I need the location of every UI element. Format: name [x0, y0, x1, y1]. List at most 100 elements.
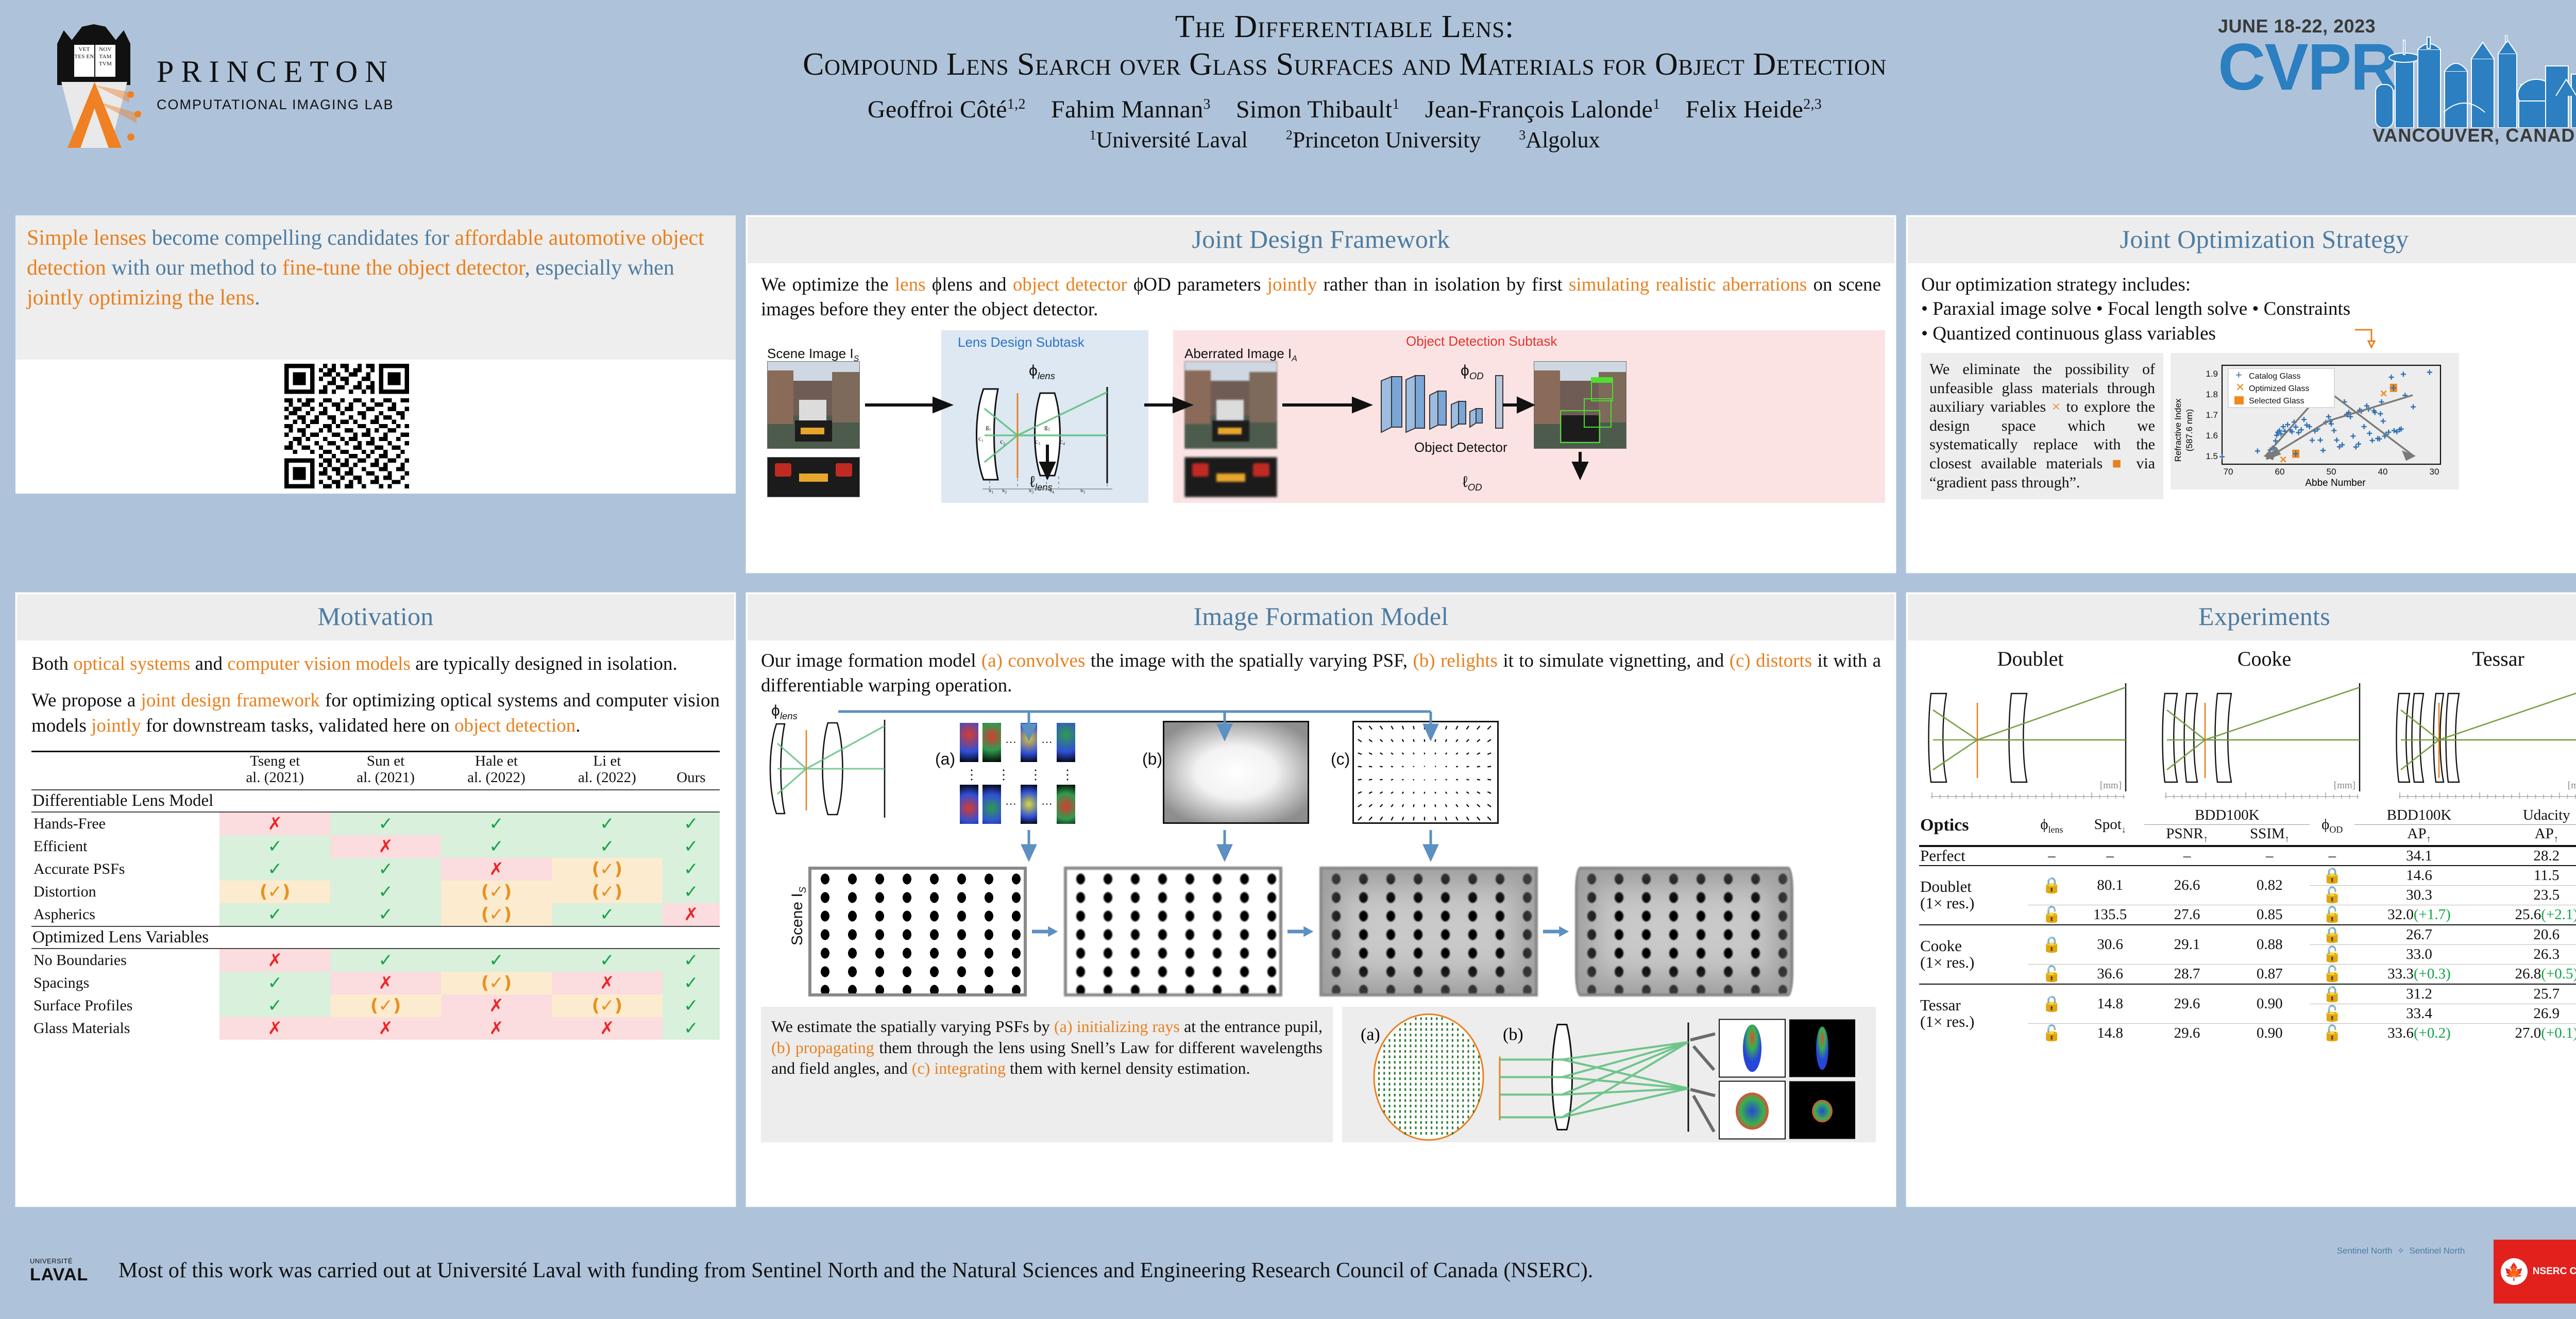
- cmp-cell: ✓: [219, 858, 331, 881]
- cmp-cell: (✓): [441, 972, 552, 995]
- cmp-cell: ✗: [441, 1017, 552, 1040]
- cmp-cell: ✗: [219, 1017, 331, 1040]
- res-bdd-ap: 33.6(+0.2): [2387, 1024, 2451, 1041]
- cvpr-name: CVPR: [2218, 30, 2398, 104]
- phi-lens-label: ϕlens: [1029, 362, 1055, 382]
- cmp-cell: ✗: [219, 811, 331, 836]
- scene-strip-label: Scene IS: [789, 887, 808, 946]
- princeton-shield-icon: VET TES EN NOV TAM TVM: [49, 24, 141, 148]
- princeton-name: PRINCETON: [157, 55, 395, 89]
- svg-text:g₂: g₂: [1044, 423, 1050, 431]
- cmp-col-3: Hale et al. (2022): [441, 751, 552, 790]
- res-row-label: Cooke (1× res.): [1920, 936, 1975, 972]
- svg-text:c₁: c₁: [978, 434, 984, 442]
- res-od-lock: 🔒: [2323, 867, 2342, 884]
- lens-layout-tessar: Tessar [mm]: [2387, 647, 2576, 803]
- lens-name: Doublet: [1997, 647, 2064, 670]
- cmp-cell: ✗: [441, 858, 552, 881]
- unit-label: [mm]: [2100, 780, 2122, 791]
- svg-text:+: +: [2235, 368, 2242, 381]
- legend-selected: Selected Glass: [2249, 397, 2304, 405]
- res-lens-lock: –: [2048, 847, 2056, 864]
- experiments-panel: Experiments Doublet [mm] Cooke [mm] Tessar [m…: [1906, 593, 2576, 1207]
- unit-label: [mm]: [2568, 780, 2576, 791]
- cvpr-city: VANCOUVER, CANADA: [2372, 125, 2576, 146]
- image-formation-text: Our image formation model (a) convolves …: [761, 650, 1882, 697]
- res-hdr-bdd-group: BDD100K: [2144, 806, 2310, 825]
- lens-raytrace-svg: [mm]: [2396, 692, 2576, 799]
- res-od-lock: 🔓: [2323, 886, 2342, 904]
- cmp-cell: ✗: [441, 994, 552, 1018]
- joint-design-title: Joint Design Framework: [1192, 225, 1450, 253]
- cmp-row-label: Distortion: [33, 883, 96, 901]
- res-bdd-ap: 30.3: [2406, 886, 2432, 903]
- joint-optimization-header: Joint Optimization Strategy: [1908, 217, 2576, 263]
- cmp-cell: ✓: [441, 835, 552, 858]
- summary-text: Simple lenses become compelling candidat…: [27, 226, 704, 310]
- affiliation-2: 2Princeton University: [1285, 127, 1481, 153]
- distortion-field: [1352, 721, 1499, 824]
- res-uda-ap: 28.2: [2533, 847, 2560, 864]
- simulation-strip: Scene IS: [779, 862, 1867, 1001]
- od-subtask-label: Object Detection Subtask: [1406, 333, 1557, 349]
- svg-text:1.5: 1.5: [2206, 451, 2218, 461]
- res-psnr: 29.6: [2174, 1024, 2200, 1041]
- cmp-row-label: Aspherics: [33, 906, 95, 923]
- svg-text:s₃: s₃: [1029, 486, 1034, 494]
- svg-text:✕: ✕: [2235, 381, 2245, 394]
- res-bdd-ap: 33.0: [2406, 945, 2432, 962]
- joint-design-text: We optimize the lens ϕlens and object de…: [761, 274, 1881, 320]
- princeton-lab-name: COMPUTATIONAL IMAGING LAB: [157, 97, 394, 112]
- lens-subtask-label: Lens Design Subtask: [958, 334, 1084, 350]
- pipeline-diagram: Scene Image IS Lens Design Subtask Objec…: [761, 330, 1885, 503]
- cvpr-date: JUNE 18-22, 2023: [2218, 15, 2376, 37]
- res-row-label: Tessar (1× res.): [1920, 995, 1975, 1031]
- cmp-cell: ✓: [219, 903, 331, 927]
- image-formation-diagram: ϕlens (a) ··· ··· ⋮ ⋮ ⋮ ⋮: [761, 702, 1881, 1004]
- ifm-lens-icon: [769, 720, 886, 818]
- res-od-lock: 🔓: [2323, 965, 2342, 983]
- res-hdr-spot: Spot↓: [2094, 816, 2126, 835]
- glass-map-chart: Refractive Index (587.6 nm) Abbe Number …: [2171, 353, 2459, 490]
- vignetting-map: [1163, 721, 1309, 824]
- svg-text:1.7: 1.7: [2206, 410, 2218, 420]
- cmp-row-label: Efficient: [33, 838, 88, 855]
- res-hdr-ssim: SSIM↑: [2249, 825, 2290, 844]
- scene-image-label: Scene Image IS: [767, 346, 859, 364]
- res-hdr-bdd-ap: AP↑: [2407, 825, 2431, 844]
- table-row: 🔓 36.6 28.7 0.87 🔓 33.3(+0.3) 26.8(+0.5): [1919, 964, 2576, 984]
- cmp-row-label: Accurate PSFs: [33, 860, 125, 878]
- cmp-cell: (✓): [219, 881, 331, 904]
- svg-text:(587.6 nm): (587.6 nm): [2184, 409, 2194, 451]
- cmp-col-5: Ours: [662, 751, 720, 790]
- sim-image-2: [1319, 867, 1538, 997]
- joint-design-body: We optimize the lens ϕlens and object de…: [748, 263, 1894, 507]
- qr-code-icon[interactable]: [284, 364, 409, 488]
- vancouver-skyline-icon: [2375, 35, 2576, 128]
- table-row: Aspherics ✓ ✓ (✓) ✓ ✗: [31, 903, 720, 927]
- lens-raytrace-svg: [mm]: [1928, 683, 2127, 799]
- cmp-cell: (✓): [551, 881, 663, 904]
- cmp-cell: ✓: [219, 994, 331, 1018]
- cmp-cell: ✓: [441, 948, 552, 972]
- res-ssim: 0.82: [2256, 876, 2283, 893]
- table-row: Spacings ✓ ✗ (✓) ✗ ✓: [31, 972, 720, 995]
- cmp-cell: ✓: [330, 903, 442, 927]
- sim-arrow-1: [1032, 926, 1058, 937]
- res-row-label: Doublet (1× res.): [1920, 877, 1975, 912]
- cmp-cell: ✓: [441, 811, 552, 836]
- loss-od-label: ℓOD: [1463, 474, 1482, 493]
- res-hdr-psnr: PSNR↑: [2166, 825, 2208, 844]
- res-bdd-ap: 34.1: [2406, 847, 2432, 864]
- res-hdr-phiod: ϕOD: [2321, 816, 2343, 835]
- cmp-cell: ✓: [330, 881, 442, 904]
- cmp-cell: ✓: [662, 1017, 720, 1040]
- res-ssim: 0.85: [2256, 906, 2283, 923]
- lens-name: Cooke: [2237, 647, 2292, 670]
- cmp-cell: ✗: [551, 1017, 663, 1040]
- res-spot: 14.8: [2097, 995, 2124, 1012]
- table-row: Tessar (1× res.) 🔒 14.8 29.6 0.90 🔒 31.2 25.7: [1919, 984, 2576, 1030]
- chart-ylabel: Refractive Index: [2173, 398, 2183, 462]
- affiliation-1: 1Université Laval: [1089, 127, 1248, 153]
- svg-text:c₃: c₃: [1035, 437, 1040, 445]
